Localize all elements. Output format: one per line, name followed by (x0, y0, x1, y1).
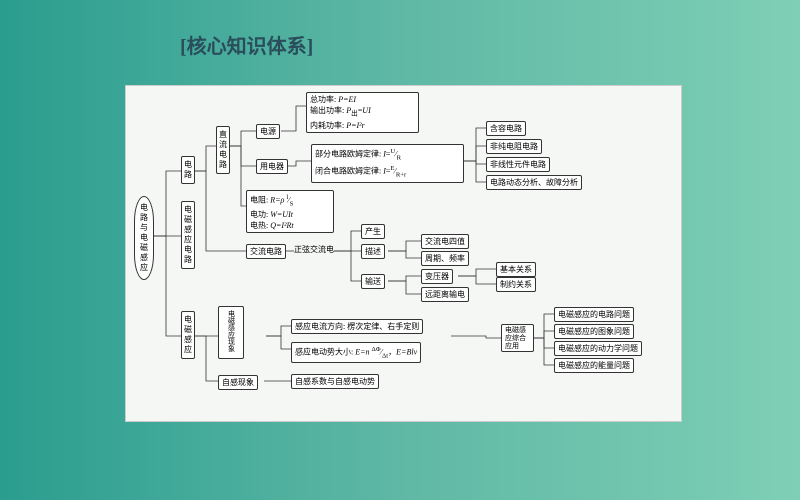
l1-emi-circuit: 电磁感应电路 (181, 201, 195, 269)
ct-1: 非纯电阻电路 (486, 139, 542, 154)
tr-constraint: 制约关系 (496, 277, 536, 292)
ac-period: 周期、频率 (421, 251, 469, 266)
root-node: 电路与电磁感应 (134, 196, 154, 280)
l1-circuit: 电路 (181, 156, 195, 184)
l2-self-ind: 自感现象 (218, 375, 258, 390)
dc-power: 电源 (256, 124, 280, 139)
l1-emi: 电磁感应 (181, 311, 195, 359)
ct-0: 含容电路 (486, 121, 526, 136)
ac-transformer: 变压器 (421, 269, 453, 284)
dc-formulas2: 部分电路欧姆定律: I=U⁄R闭合电路欧姆定律: I=E⁄R+r (311, 144, 464, 183)
emi-app-2: 电磁感应的动力学问题 (554, 341, 642, 356)
ac-produce: 产生 (361, 224, 385, 239)
l2-ac: 交流电路 (246, 244, 286, 259)
ac-longdist: 远距离输电 (421, 287, 469, 302)
page-title: [核心知识体系] (180, 30, 313, 59)
l2-emi-phenom: 电磁感应现象 (218, 306, 244, 359)
ct-3: 电路动态分析、故障分析 (486, 175, 582, 190)
dc-device: 用电器 (256, 159, 288, 174)
ct-2: 非线性元件电路 (486, 157, 550, 172)
emi-app-label: 电磁感应综合应用 (501, 324, 534, 352)
tr-basic: 基本关系 (496, 262, 536, 277)
ac-transmit: 输送 (361, 274, 385, 289)
knowledge-diagram: 电路与电磁感应 电路 电磁感应电路 电磁感应 直流电路 交流电路 电磁感应现象 … (125, 85, 682, 422)
dc-rwq: 电阻: R=ρ l⁄S电功: W=UIt电热: Q=I²Rt (246, 190, 334, 233)
emi-app-1: 电磁感应的图象问题 (554, 324, 634, 339)
ac-fourval: 交流电四值 (421, 234, 469, 249)
ac-describe: 描述 (361, 244, 385, 259)
emi-app-3: 电磁感应的能量问题 (554, 358, 634, 373)
l2-dc: 直流电路 (216, 126, 230, 174)
dc-formulas1: 总功率: P=EI输出功率: P出=UI内耗功率: P=I²r (306, 92, 419, 133)
ac-sine-label: 正弦交流电 (294, 244, 334, 255)
emi-self: 自感系数与自感电动势 (291, 374, 379, 389)
emi-direction: 感应电流方向: 楞次定律、右手定则 (291, 319, 423, 334)
emi-emf: 感应电动势大小: E=n ΔΦ⁄Δt，E=Blv (291, 342, 421, 363)
emi-app-0: 电磁感应的电路问题 (554, 307, 634, 322)
